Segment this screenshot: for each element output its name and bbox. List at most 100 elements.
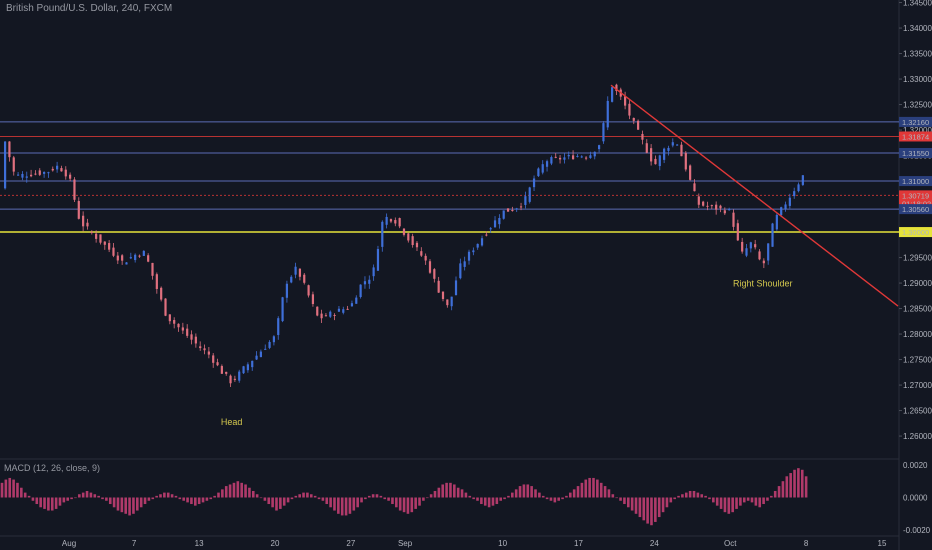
candle-body [589,155,592,158]
candle-body [255,355,258,360]
candle-body [545,161,549,167]
candle-body [381,221,384,247]
candle-body [8,141,11,158]
macd-bar [62,497,66,503]
macd-histogram [0,468,808,526]
candle-body [615,84,618,91]
macd-bar [383,497,387,500]
price-label-box [899,190,932,201]
candle-body [112,247,115,256]
y-tick-label: 1.26500 [903,407,932,416]
candle-body [637,120,640,130]
candle-body [147,255,150,262]
candle-body [506,208,510,212]
macd-bar [124,497,128,514]
candle-body [684,152,687,170]
macd-bar [541,495,545,498]
candle-body [532,178,536,188]
x-tick-label: 8 [804,539,809,548]
macd-bar [101,497,104,500]
candle-body [285,283,289,298]
macd-bar [414,497,417,509]
macd-bar [708,497,711,500]
y-tick-label: 1.33500 [903,50,932,59]
candle-body [610,87,614,102]
macd-bar [773,490,777,498]
macd-bar [719,497,723,509]
x-tick-label: Aug [62,539,76,548]
candle-body [454,280,458,296]
y-tick-label: 1.28500 [903,305,932,314]
macd-bar [615,497,618,499]
macd-bar [356,497,359,508]
macd-bar [16,482,19,498]
macd-bar [275,497,278,511]
candle-body [298,268,302,277]
candle-body [407,233,410,241]
macd-bar [391,497,394,505]
candle-body [554,156,557,158]
y-tick-label: 1.27000 [903,381,932,390]
candle-body [671,142,674,146]
candle-body [368,279,371,284]
candle-body [515,208,518,210]
price-label-text: 1.30000 [902,228,929,237]
candle-body [654,158,657,165]
candle-body [571,155,575,160]
macd-bar [762,497,765,505]
macd-bar [661,497,665,513]
candle-body [385,216,388,225]
candle-body [142,250,145,256]
candle-body [108,243,111,250]
candle-body [567,155,570,157]
macd-bar [534,489,537,498]
macd-bar [503,497,506,500]
candle-body [155,274,158,289]
candle-body [303,274,306,283]
macd-bar [232,482,236,498]
candle-body [320,313,323,319]
macd-bar [398,497,402,511]
macd-bar [464,492,468,498]
candle-body [563,157,566,160]
candle-body [290,276,293,283]
macd-bar [688,490,692,498]
candle-body [519,206,523,208]
candle-body [680,144,683,157]
y-tick-label: 1.34000 [903,24,932,33]
candle-body [168,314,171,322]
candle-body [3,141,7,189]
candle-body [203,348,206,351]
y-tick-label: 1.29000 [903,279,932,288]
macd-bar [344,497,348,516]
macd-bar [514,489,518,498]
macd-bar [437,487,441,498]
macd-bar [282,497,286,506]
candle-body [736,223,739,241]
candle-body [212,355,215,363]
candle-body [459,263,462,279]
macd-bar [507,495,510,498]
candle-body [420,251,423,256]
y-tick-label: 1.28000 [903,330,932,339]
candle-body [597,145,601,150]
macd-bar [766,497,769,501]
macd-bar [236,481,240,498]
macd-bar [50,497,54,511]
candle-body [233,378,236,380]
macd-bar [797,468,800,498]
macd-bar [228,484,232,498]
candle-body [732,212,735,227]
annotation-label: Head [221,417,243,427]
macd-bar [406,497,410,514]
candle-body [788,197,791,206]
macd-bar [619,497,622,501]
macd-bar [572,489,576,498]
candle-body [125,262,128,265]
macd-bar [599,482,603,498]
macd-bar [758,497,762,508]
candle-body [60,168,63,172]
macd-bar [596,479,599,498]
candle-body [281,297,284,322]
